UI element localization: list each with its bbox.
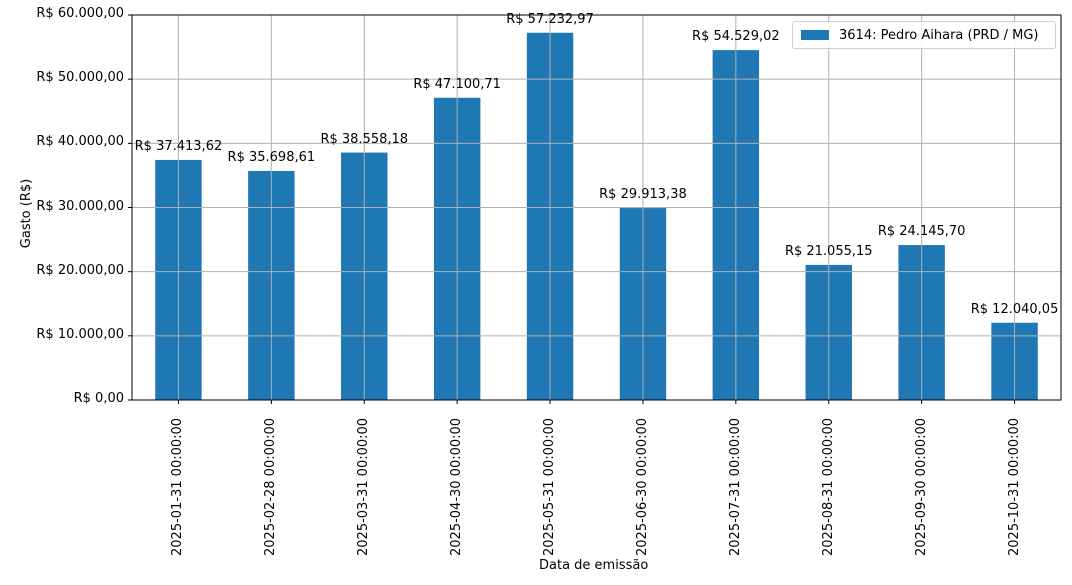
- bar-value-label: R$ 37.413,62: [134, 138, 223, 154]
- y-tick-label: R$ 10.000,00: [36, 326, 124, 342]
- x-tick-label: 2025-08-31 00:00:00: [820, 417, 836, 556]
- x-tick-label: 2025-10-31 00:00:00: [1006, 417, 1022, 556]
- y-tick-label: R$ 30.000,00: [36, 198, 124, 214]
- x-tick-label: 2025-02-28 00:00:00: [263, 417, 279, 556]
- y-axis-label: Gasto (R$): [19, 178, 35, 249]
- bar-value-label: R$ 12.040,05: [970, 301, 1059, 317]
- bar-value-label: R$ 38.558,18: [320, 131, 409, 147]
- y-tick-label: R$ 50.000,00: [36, 70, 124, 86]
- x-tick-label: 2025-04-30 00:00:00: [449, 417, 465, 556]
- y-tick-label: R$ 60.000,00: [36, 6, 124, 21]
- x-tick-label: 2025-07-31 00:00:00: [727, 417, 743, 556]
- x-tick-label: 2025-03-31 00:00:00: [356, 417, 372, 556]
- bar-value-label: R$ 57.232,97: [506, 11, 594, 27]
- legend-swatch: [801, 30, 829, 40]
- x-tick-label: 2025-05-31 00:00:00: [542, 417, 558, 556]
- bar-value-label: R$ 21.055,15: [784, 243, 873, 259]
- x-tick-label: 2025-01-31 00:00:00: [170, 417, 186, 556]
- y-tick-label: R$ 40.000,00: [36, 134, 124, 150]
- legend: 3614: Pedro Aihara (PRD / MG): [792, 21, 1056, 49]
- y-tick-label: R$ 0,00: [73, 391, 124, 406]
- x-tick-label: 2025-09-30 00:00:00: [913, 417, 929, 556]
- bar-value-label: R$ 54.529,02: [692, 29, 780, 45]
- bar-value-label: R$ 24.145,70: [877, 224, 966, 240]
- legend-label: 3614: Pedro Aihara (PRD / MG): [839, 27, 1039, 43]
- bar-value-label: R$ 35.698,61: [227, 149, 316, 165]
- bar-value-label: R$ 29.913,38: [599, 187, 687, 203]
- x-axis-label: Data de emissão: [539, 558, 649, 573]
- bar-value-label: R$ 47.100,71: [413, 76, 501, 92]
- y-tick-label: R$ 20.000,00: [36, 262, 124, 278]
- x-tick-label: 2025-06-30 00:00:00: [634, 417, 650, 556]
